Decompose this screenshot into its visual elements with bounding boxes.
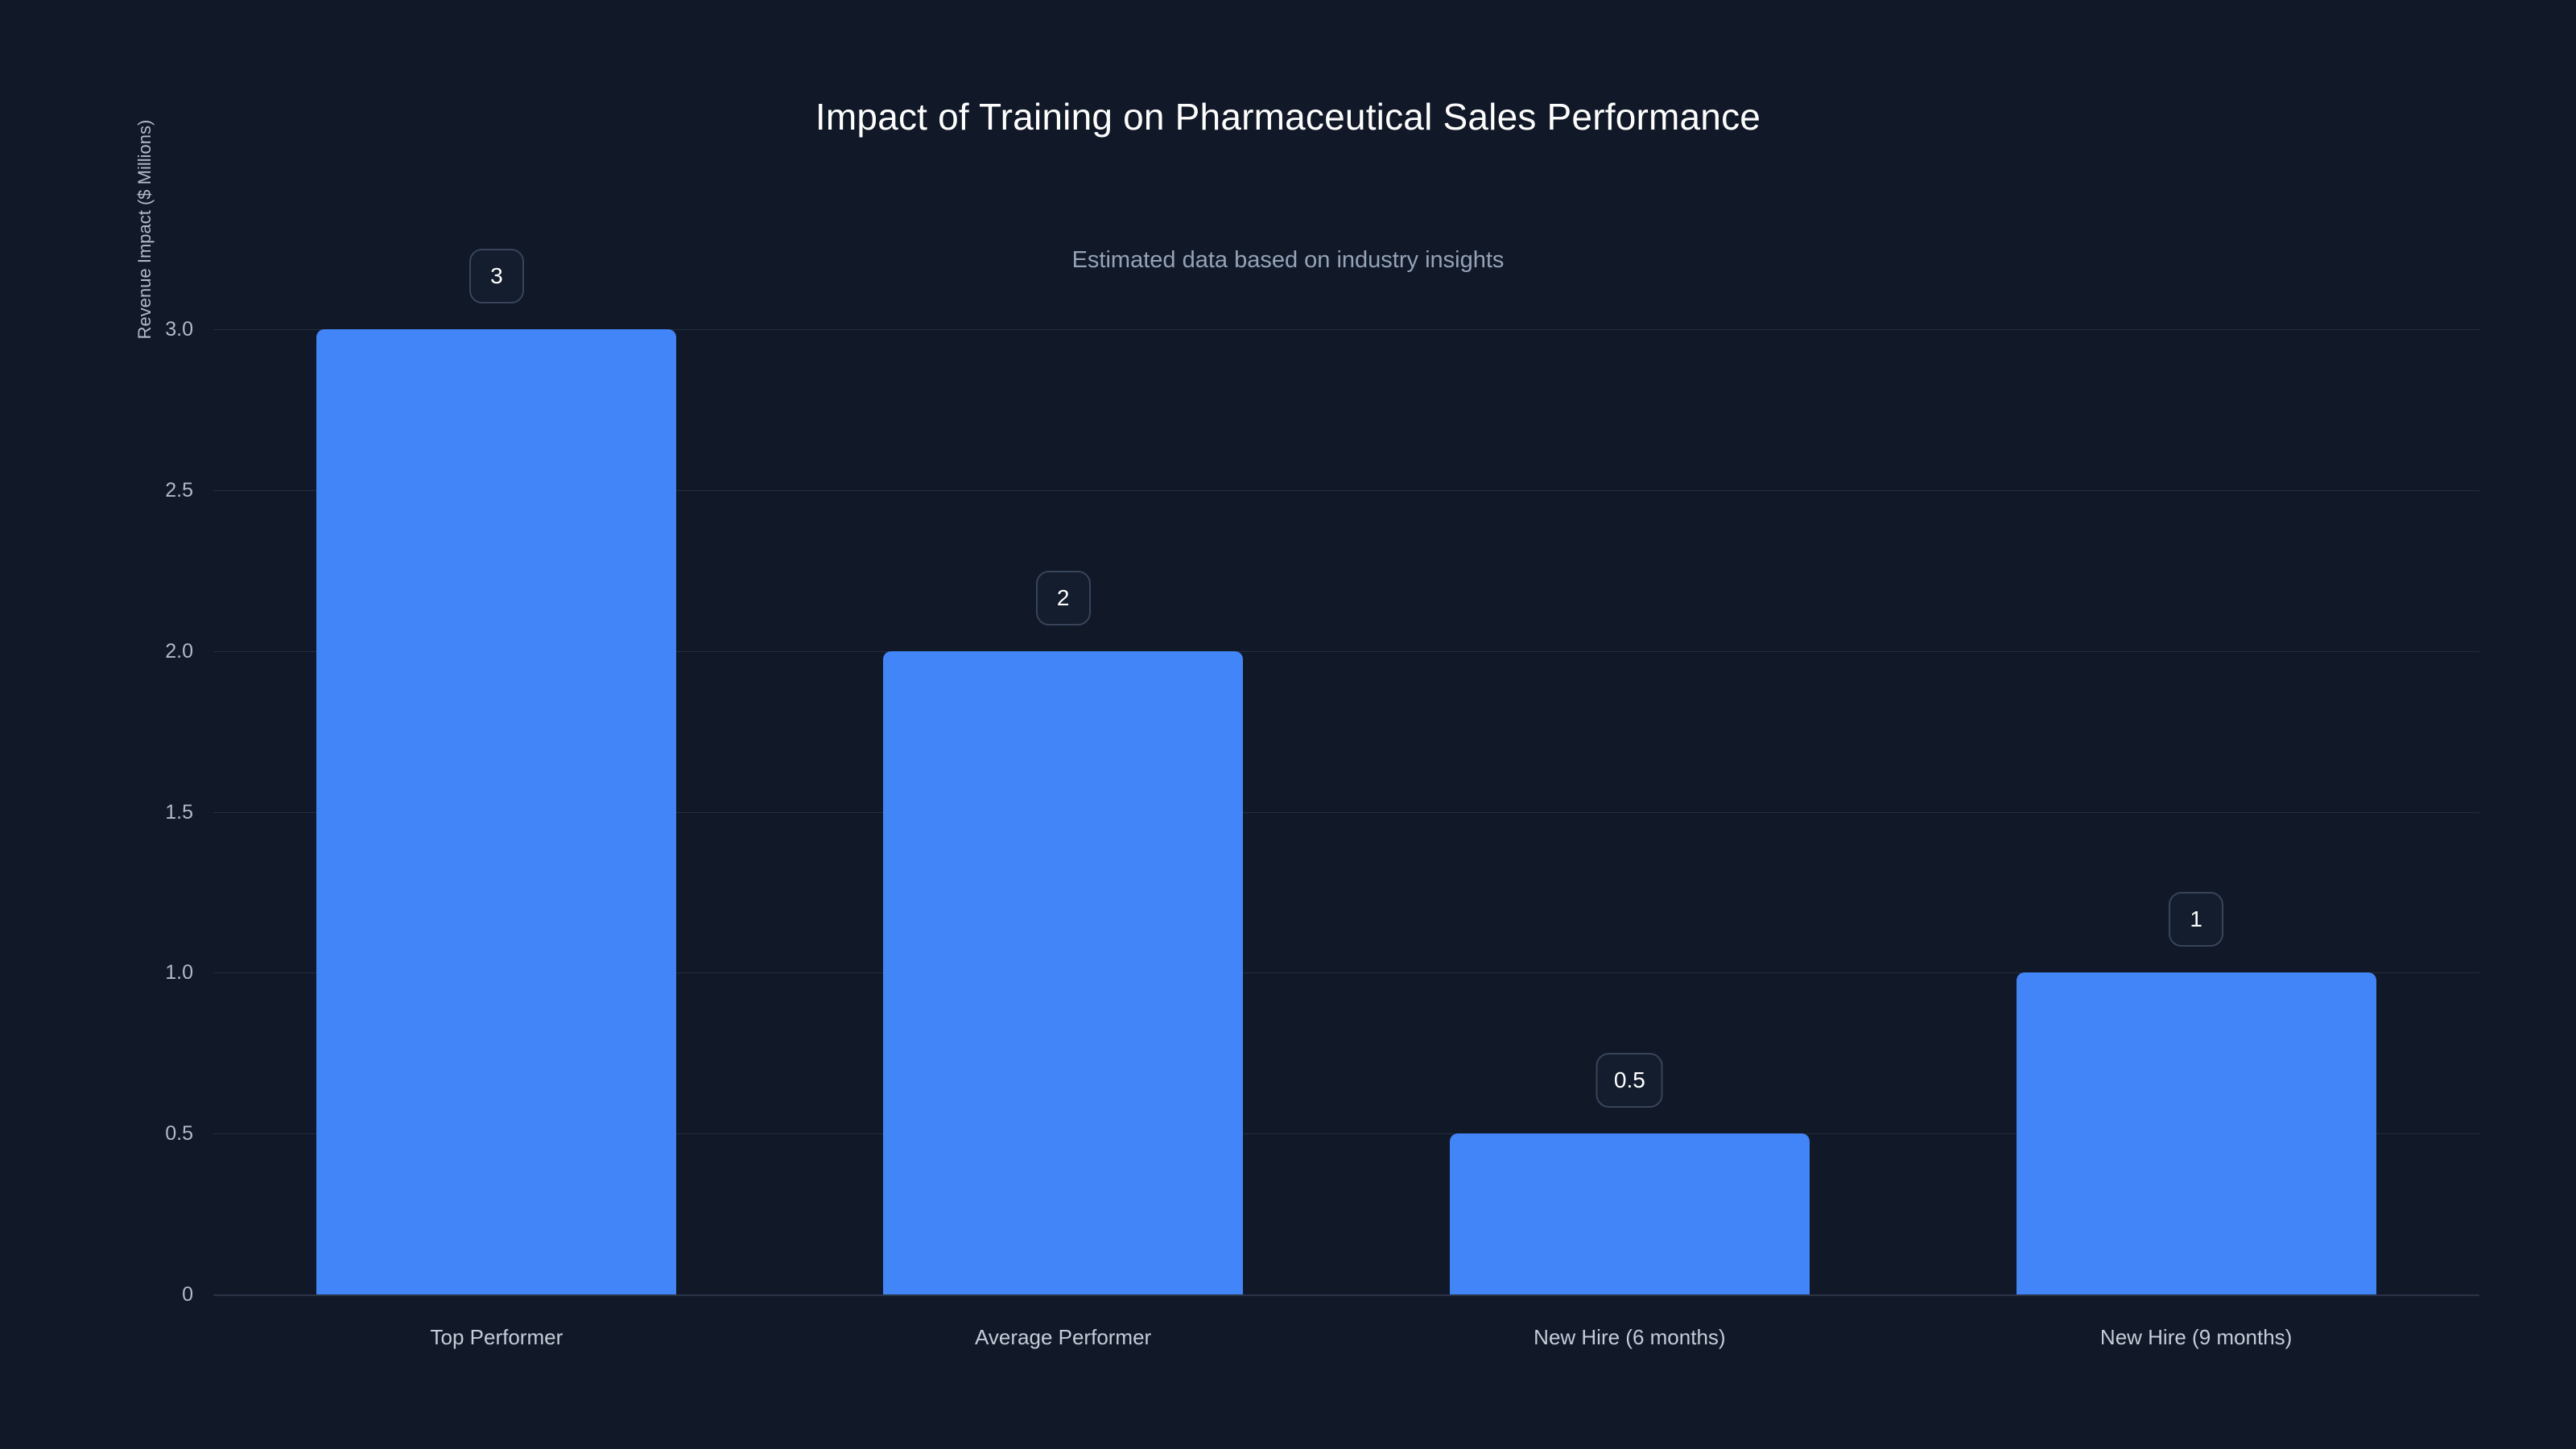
bar-value-label: 2 (1035, 570, 1091, 625)
bar-value-label: 1 (2169, 892, 2224, 947)
y-axis-tick-label: 2.0 (165, 639, 193, 663)
y-axis-tick-labels: 0 0.5 1.0 1.5 2.0 2.5 3.0 (80, 0, 193, 1449)
bar[interactable] (2016, 972, 2376, 1294)
gridline (213, 1133, 2479, 1135)
y-axis-tick-label: 2.5 (165, 478, 193, 502)
plot-area (213, 329, 2479, 1294)
y-axis-tick-label: 0.5 (165, 1122, 193, 1146)
chart-subtitle: Estimated data based on industry insight… (1071, 247, 1505, 273)
bar-value-label: 0.5 (1596, 1053, 1663, 1108)
bar[interactable] (1449, 1133, 1810, 1294)
y-axis-tick-label: 3.0 (165, 318, 193, 341)
y-axis-tick-label: 1.5 (165, 800, 193, 824)
bar-value-label: 3 (469, 249, 524, 303)
y-axis-tick-label: 1.0 (165, 961, 193, 985)
x-axis-tick-label: New Hire (6 months) (1534, 1325, 1726, 1349)
gridline (213, 489, 2479, 491)
x-axis-tick-label: Top Performer (430, 1325, 564, 1349)
bar[interactable] (883, 650, 1244, 1294)
gridline (213, 329, 2479, 330)
gridline (213, 650, 2479, 652)
y-axis-tick-label: 0 (182, 1283, 193, 1306)
x-axis-tick-label: Average Performer (975, 1325, 1152, 1349)
bar[interactable] (316, 329, 677, 1294)
x-axis-baseline (213, 1294, 2479, 1296)
gridline (213, 811, 2479, 813)
gridline (213, 972, 2479, 974)
x-axis-tick-label: New Hire (9 months) (2099, 1325, 2293, 1349)
chart-title: Impact of Training on Pharmaceutical Sal… (815, 96, 1761, 138)
